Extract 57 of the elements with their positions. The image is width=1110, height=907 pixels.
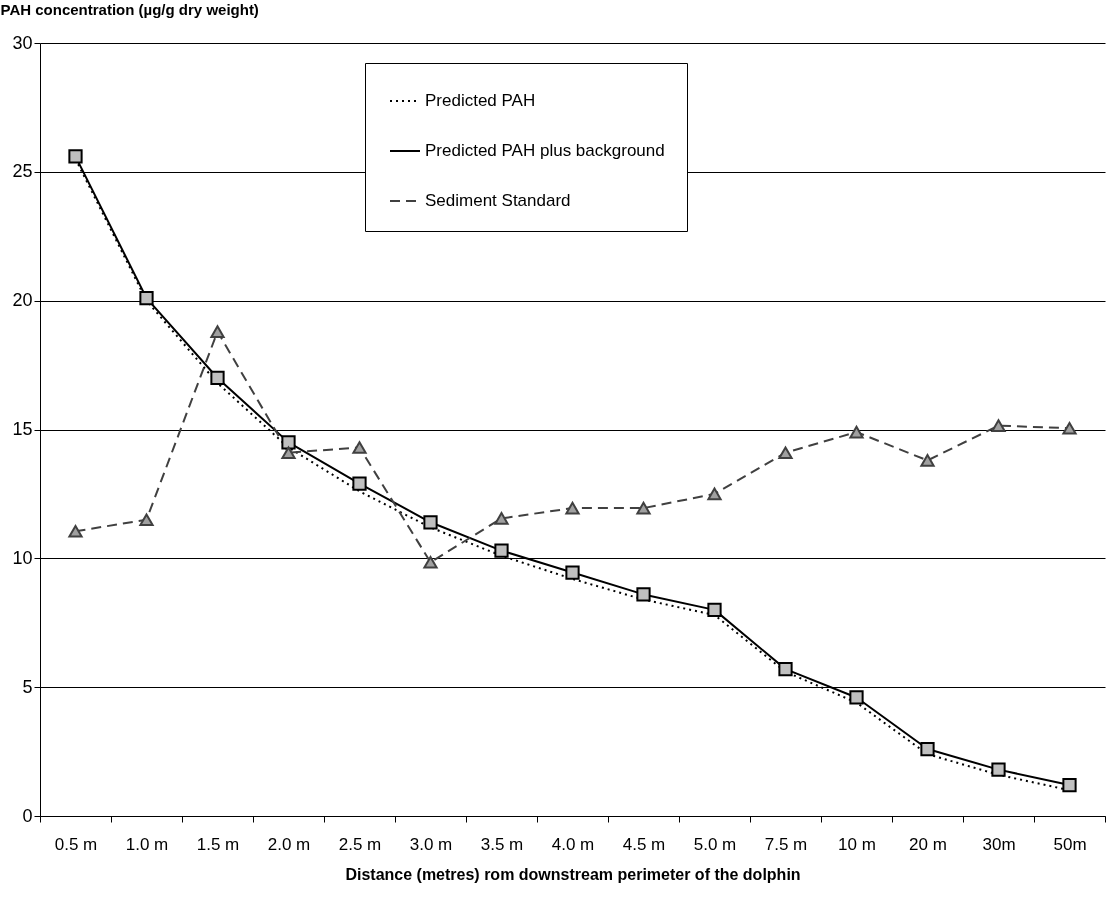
x-axis-title: Distance (metres) rom downstream perimeter of the dolphin xyxy=(345,865,801,883)
point xyxy=(636,587,651,602)
point xyxy=(352,476,367,491)
point xyxy=(991,762,1006,777)
y-tick-label: 30 xyxy=(12,32,33,53)
x-tick-label: 3.0 m xyxy=(409,834,453,854)
legend-label: Sediment Standard xyxy=(425,191,571,210)
x-tick-label: 4.5 m xyxy=(622,834,666,854)
point xyxy=(636,501,651,515)
x-tick-label: 30m xyxy=(982,834,1016,854)
point xyxy=(565,501,580,515)
y-tick-label: 10 xyxy=(12,547,33,568)
point xyxy=(1062,421,1077,435)
point xyxy=(281,446,296,459)
point xyxy=(423,515,438,530)
legend-label: Predicted PAH xyxy=(425,91,536,110)
point xyxy=(139,513,154,526)
y-tick-label: 15 xyxy=(12,419,33,439)
point xyxy=(565,565,580,580)
point xyxy=(494,543,509,558)
point xyxy=(920,741,935,757)
x-tick-label: 20 m xyxy=(909,834,947,854)
point xyxy=(139,290,154,306)
y-tick-label: 5 xyxy=(22,676,33,697)
point xyxy=(281,435,296,450)
point xyxy=(423,555,438,569)
point xyxy=(68,149,83,164)
point xyxy=(778,446,793,459)
y-tick-label: 20 xyxy=(12,290,33,311)
x-tick-label: 7.5 m xyxy=(764,834,808,854)
y-axis-title: PAH concentration (µg/g dry weight) xyxy=(0,0,259,18)
y-tick-label: 0 xyxy=(22,805,33,826)
x-tick-label: 1.5 m xyxy=(196,834,240,854)
x-tick-label: 2.0 m xyxy=(267,834,311,854)
x-tick-label: 3.5 m xyxy=(480,834,524,854)
y-tick-label: 25 xyxy=(12,161,33,182)
x-tick-label: 4.0 m xyxy=(551,834,595,854)
point xyxy=(849,690,864,705)
point xyxy=(849,425,864,439)
point xyxy=(707,602,722,617)
point xyxy=(920,454,935,467)
x-tick-label: 10 m xyxy=(838,834,876,854)
x-tick-label: 0.5 m xyxy=(54,834,98,854)
point xyxy=(707,487,722,501)
point xyxy=(352,441,367,454)
point xyxy=(494,512,509,525)
x-tick-label: 1.0 m xyxy=(125,834,169,854)
point xyxy=(68,524,83,538)
x-tick-label: 5.0 m xyxy=(693,834,737,854)
point xyxy=(210,325,225,338)
x-tick-label: 2.5 m xyxy=(338,834,382,854)
legend-label: Predicted PAH plus background xyxy=(425,141,665,160)
x-tick-label: 50m xyxy=(1053,834,1087,854)
point xyxy=(991,419,1006,432)
point xyxy=(1062,777,1077,793)
point xyxy=(210,370,225,386)
point xyxy=(778,662,793,677)
